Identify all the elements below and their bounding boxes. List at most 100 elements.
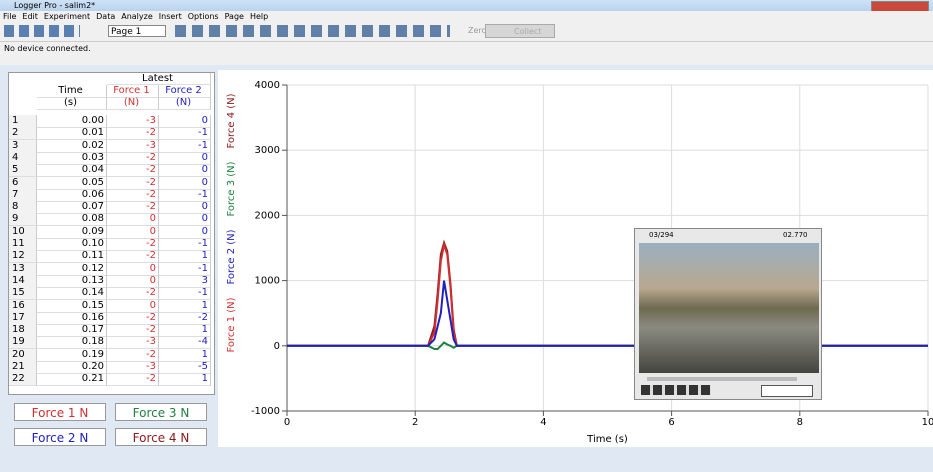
legend-button[interactable]: Force 3 N	[115, 403, 207, 421]
legend-button[interactable]: Force 1 N	[14, 403, 106, 421]
table-cell: 0.21	[37, 373, 107, 386]
menu-item[interactable]: Help	[250, 12, 268, 21]
table-cell: -3	[107, 140, 159, 153]
table-cell: 1	[159, 250, 211, 263]
column-unit: (N)	[159, 97, 211, 110]
video-controls[interactable]	[641, 385, 711, 395]
tool-icons[interactable]	[175, 25, 450, 37]
row-index: 21	[9, 361, 37, 374]
page-select[interactable]: Page 1	[108, 25, 166, 37]
table-cell: 0.20	[37, 361, 107, 374]
table-cell: 0.06	[37, 189, 107, 202]
row-index: 10	[9, 226, 37, 239]
table-cell: -3	[107, 361, 159, 374]
y-tick-label: -1000	[251, 406, 280, 417]
x-tick-label: 8	[797, 417, 803, 428]
row-index: 17	[9, 312, 37, 325]
video-window[interactable]: 03/294 02.770	[634, 228, 822, 400]
row-index: 18	[9, 324, 37, 337]
menu-item[interactable]: Options	[188, 12, 219, 21]
menu-bar: File Edit Experiment Data Analyze Insert Optio…	[0, 11, 933, 22]
table-cell: -1	[159, 263, 211, 276]
row-index: 19	[9, 336, 37, 349]
legend-button[interactable]: Force 4 N	[115, 428, 207, 446]
video-time: 02.770	[783, 231, 808, 239]
video-frame: 03/294	[649, 231, 674, 239]
row-index: 14	[9, 275, 37, 288]
table-cell: -1	[159, 287, 211, 300]
menu-item[interactable]: Analyze	[121, 12, 153, 21]
table-cell: 0	[107, 213, 159, 226]
table-cell: 0.01	[37, 127, 107, 140]
table-cell: -1	[159, 127, 211, 140]
table-cell: 0	[159, 164, 211, 177]
row-index: 22	[9, 373, 37, 386]
y-axis-label: Force 4 (N)	[226, 93, 237, 148]
table-cell: 0.04	[37, 164, 107, 177]
table-cell: 0.16	[37, 312, 107, 325]
menu-item[interactable]: Page	[225, 12, 244, 21]
table-cell: 0.12	[37, 263, 107, 276]
menu-item[interactable]: Experiment	[44, 12, 90, 21]
table-cell: -2	[107, 189, 159, 202]
table-cell: 0	[159, 115, 211, 128]
table-cell: -2	[107, 152, 159, 165]
table-cell: -2	[107, 127, 159, 140]
x-axis-label: Time (s)	[586, 434, 628, 445]
y-axis-label: Force 2 (N)	[226, 229, 237, 284]
table-cell: 0	[107, 226, 159, 239]
table-cell: -2	[107, 312, 159, 325]
table-cell: 0	[159, 226, 211, 239]
toolbar: Page 1 Zero Collect	[0, 22, 933, 41]
table-cell: 3	[159, 275, 211, 288]
video-frame-image	[639, 243, 819, 373]
table-cell: -2	[107, 373, 159, 386]
table-cell: 0.15	[37, 300, 107, 313]
menu-item[interactable]: Edit	[22, 12, 38, 21]
table-cell: 0.07	[37, 201, 107, 214]
table-cell: 1	[159, 373, 211, 386]
table-cell: 0.02	[37, 140, 107, 153]
x-tick-label: 2	[412, 417, 418, 428]
collect-button[interactable]: Collect	[485, 24, 555, 38]
y-tick-label: 2000	[255, 210, 280, 221]
table-cell: 0	[159, 201, 211, 214]
table-cell: -2	[107, 177, 159, 190]
table-cell: 1	[159, 300, 211, 313]
file-icons[interactable]	[4, 25, 80, 37]
x-tick-label: 6	[668, 417, 674, 428]
table-cell: 0	[159, 152, 211, 165]
table-cell: -3	[107, 336, 159, 349]
table-cell: -2	[107, 201, 159, 214]
data-line	[287, 245, 928, 346]
column-unit: (s)	[37, 97, 107, 110]
table-cell: -2	[159, 312, 211, 325]
table-cell: -1	[159, 140, 211, 153]
table-cell: 0	[159, 177, 211, 190]
table-cell: -2	[107, 349, 159, 362]
y-axis-label: Force 3 (N)	[226, 161, 237, 216]
table-cell: 0.10	[37, 238, 107, 251]
menu-item[interactable]: File	[3, 12, 16, 21]
menu-item[interactable]: Insert	[159, 12, 182, 21]
x-tick-label: 0	[284, 417, 290, 428]
table-cell: -4	[159, 336, 211, 349]
table-cell: 0.13	[37, 275, 107, 288]
x-tick-label: 4	[540, 417, 546, 428]
zero-button[interactable]: Zero	[468, 25, 486, 37]
data-line	[287, 243, 928, 346]
table-cell: -2	[107, 238, 159, 251]
row-index: 3	[9, 140, 37, 153]
video-scrubber[interactable]	[647, 377, 797, 381]
table-cell: 0.19	[37, 349, 107, 362]
y-tick-label: 1000	[255, 276, 280, 287]
menu-item[interactable]: Data	[96, 12, 115, 21]
legend-button[interactable]: Force 2 N	[14, 428, 106, 446]
group-header: Latest	[107, 73, 211, 85]
table-cell: 0.09	[37, 226, 107, 239]
video-sync[interactable]	[761, 385, 813, 397]
row-index: 5	[9, 164, 37, 177]
column-unit: (N)	[107, 97, 159, 110]
table-cell: 0	[107, 263, 159, 276]
